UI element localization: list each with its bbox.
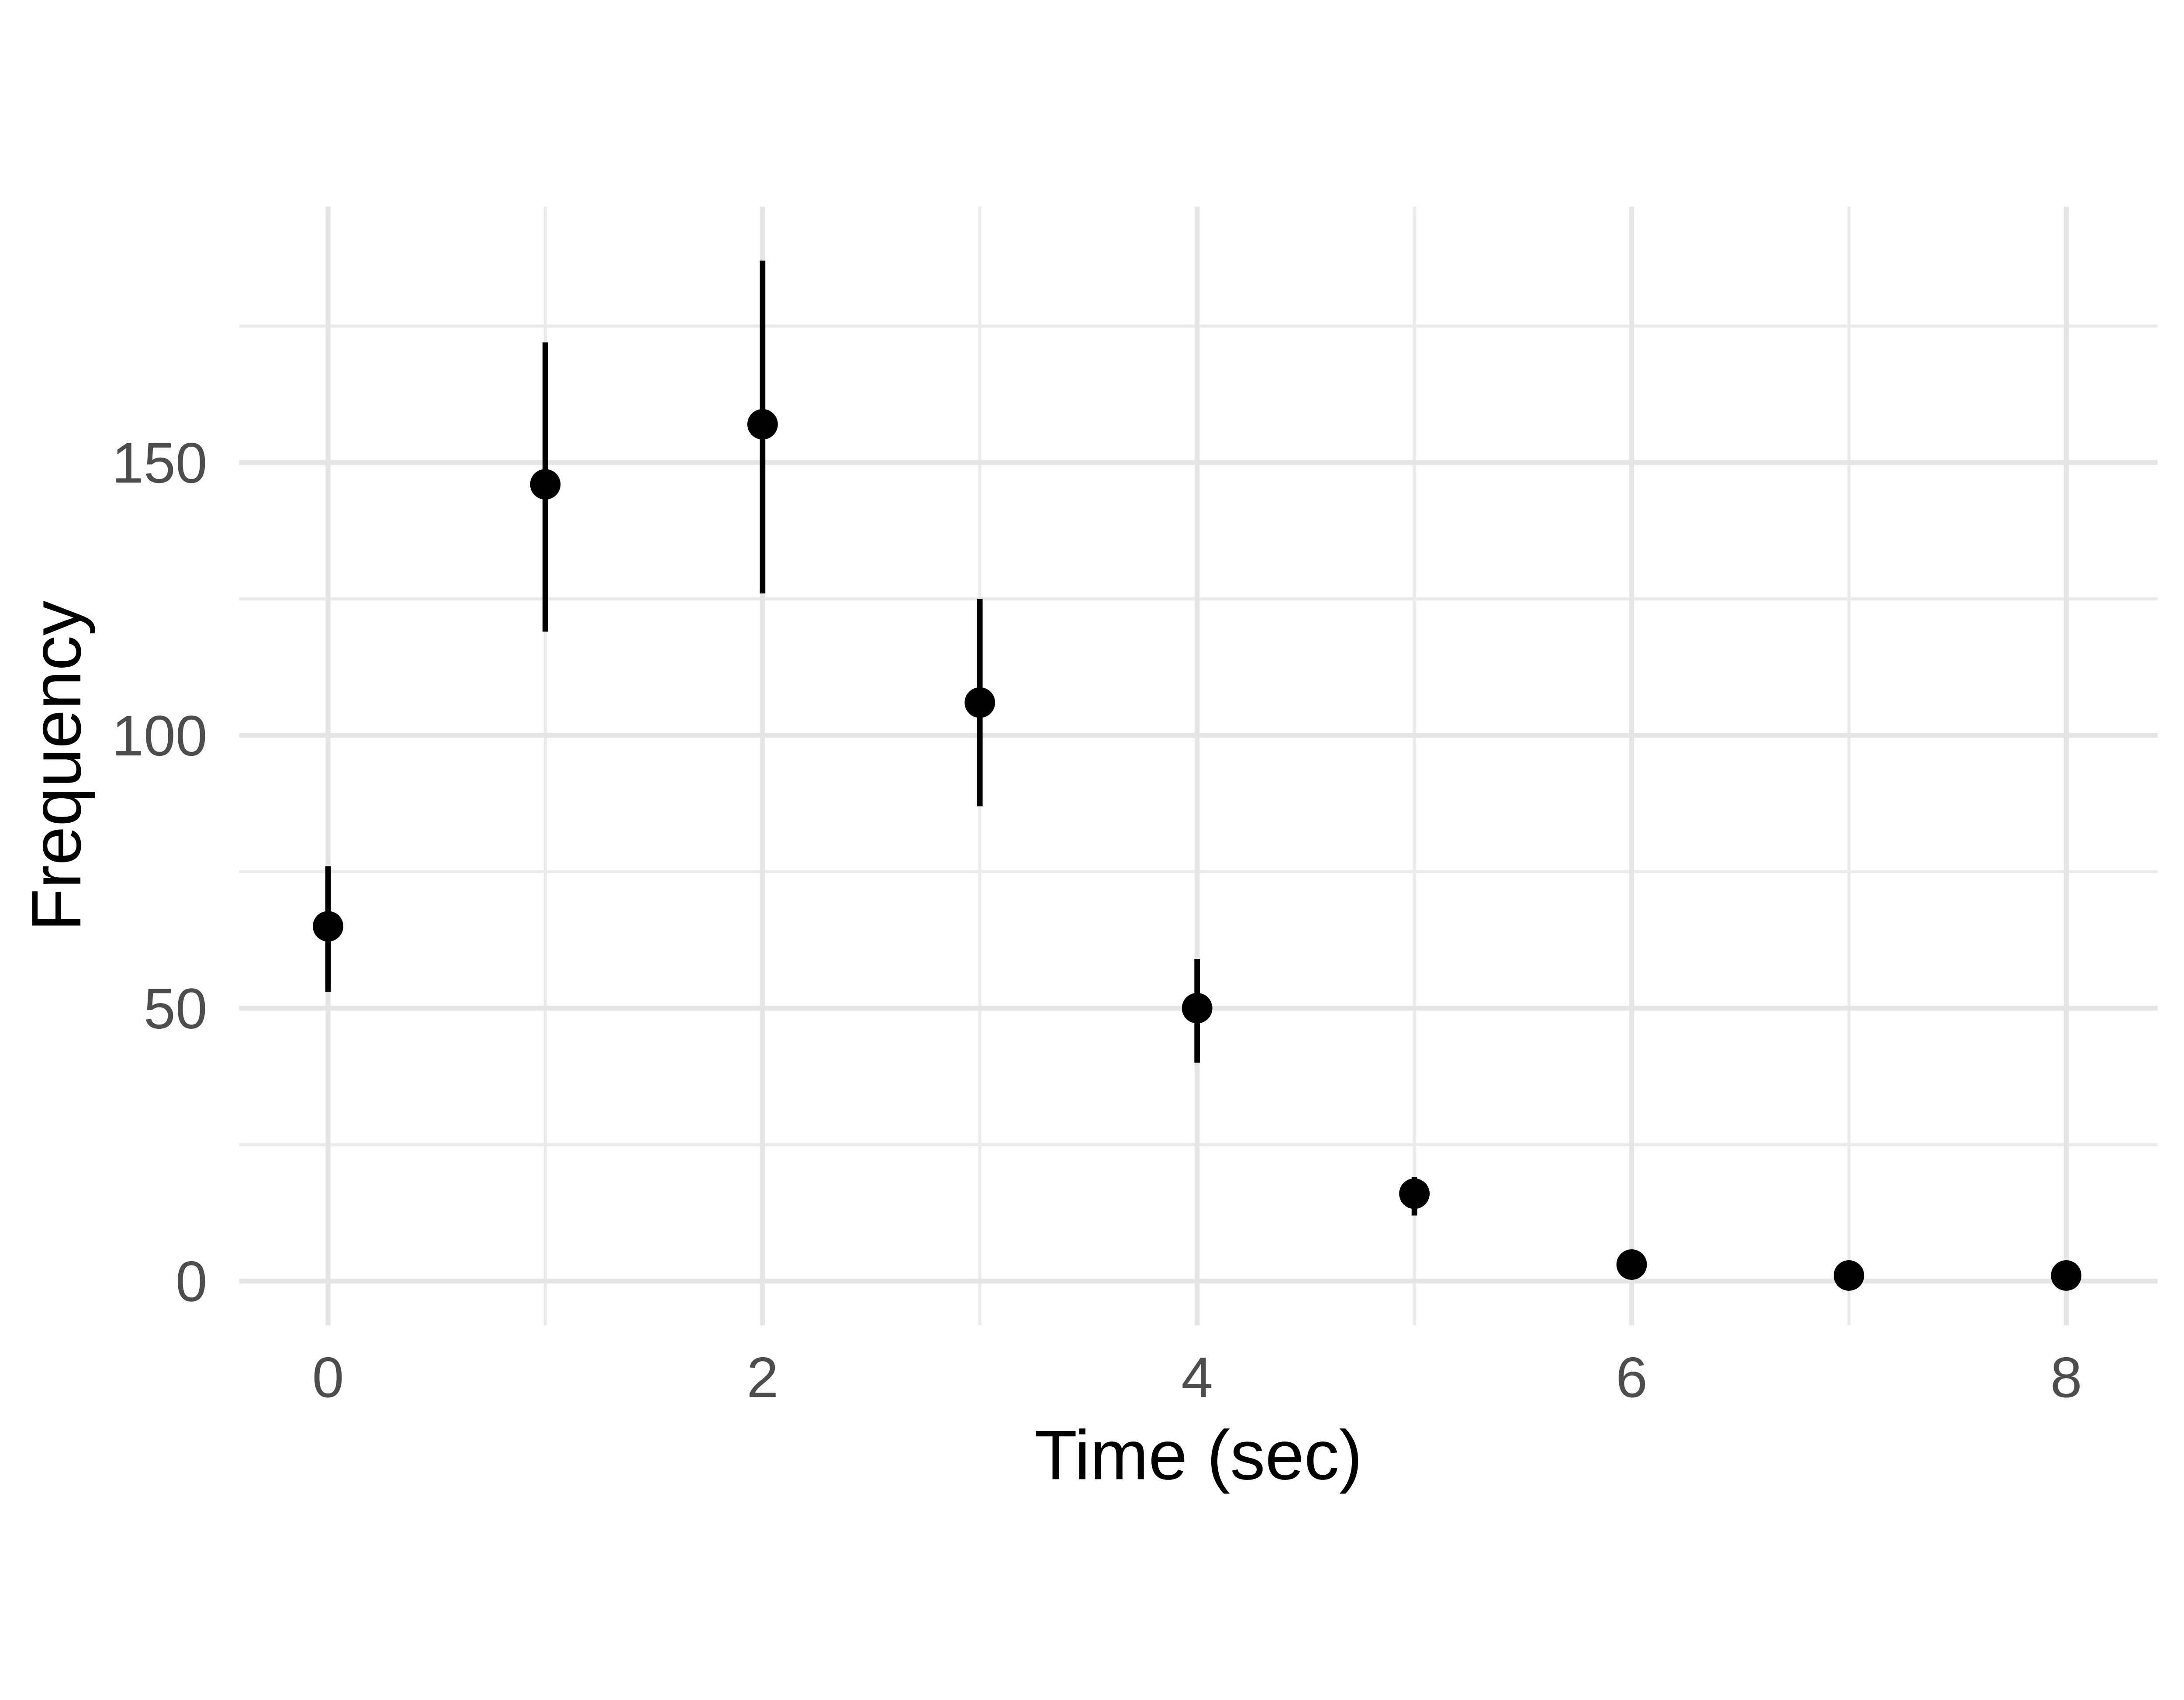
x-tick-label: 2 xyxy=(746,1345,778,1409)
data-point xyxy=(1616,1249,1647,1280)
x-tick-label: 4 xyxy=(1181,1345,1213,1409)
x-tick-label: 6 xyxy=(1616,1345,1648,1409)
y-tick-label: 0 xyxy=(176,1249,207,1313)
y-tick-label: 150 xyxy=(112,431,207,495)
y-axis-tick-labels: 0 50 100 150 xyxy=(112,431,207,1313)
pointrange xyxy=(530,342,561,632)
pointrange xyxy=(313,866,343,992)
y-axis-title: Frequency xyxy=(17,600,95,931)
data-point xyxy=(964,687,995,718)
pointrange xyxy=(1616,1249,1647,1280)
x-axis-tick-labels: 0 2 4 6 8 xyxy=(312,1345,2082,1409)
pointrange xyxy=(1833,1260,1864,1291)
pointrange xyxy=(2051,1260,2082,1291)
x-tick-label: 0 xyxy=(312,1345,344,1409)
pointrange-series xyxy=(313,260,2082,1291)
data-point xyxy=(2051,1260,2082,1291)
x-tick-label: 8 xyxy=(2050,1345,2082,1409)
pointrange xyxy=(747,260,778,594)
data-point xyxy=(1399,1178,1430,1209)
pointrange xyxy=(1399,1177,1430,1216)
data-point xyxy=(1182,993,1213,1024)
data-point xyxy=(313,911,343,942)
data-point xyxy=(530,469,561,500)
x-axis-title: Time (sec) xyxy=(1034,1416,1362,1494)
pointrange xyxy=(1182,959,1213,1063)
pointrange xyxy=(964,599,995,807)
panel-background xyxy=(0,175,2184,1525)
data-point xyxy=(747,409,778,440)
y-tick-label: 50 xyxy=(144,976,207,1041)
y-tick-label: 100 xyxy=(112,703,207,768)
data-point xyxy=(1833,1260,1864,1291)
